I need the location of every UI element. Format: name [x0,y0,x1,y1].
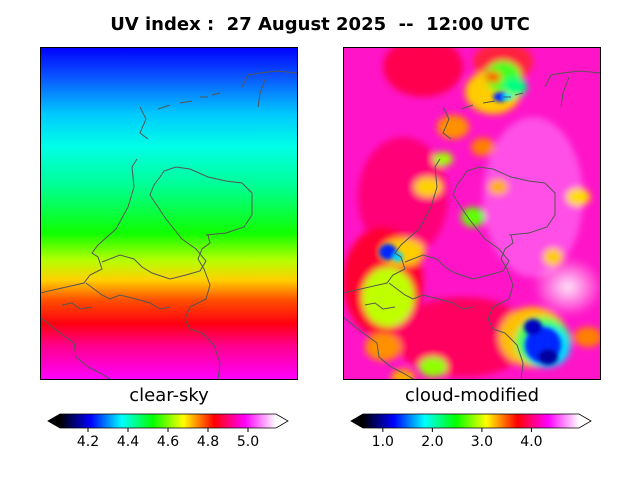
colorbar-extend-low [351,414,363,428]
cloud-modified-map [343,47,601,380]
colorbar-tick-label: 1.0 [371,434,394,450]
coastline [343,70,601,380]
colorbar-gradient [60,414,276,428]
cloud-modified-colorbar [350,413,592,432]
colorbar-extend-low [48,414,60,428]
colorbar-extend-high [276,414,288,428]
colorbar-tick-label: 4.4 [116,434,140,450]
coastline [40,70,298,380]
colorbar-tick-label: 4.6 [156,434,180,450]
colorbar-tick-label: 2.0 [421,434,444,450]
clear-sky-label: clear-sky [129,385,209,406]
colorbar-tick-label: 4.2 [76,434,100,450]
colorbar-outline [47,413,289,429]
colorbar-tick-label: 4.0 [520,434,543,450]
colorbar-extend-high [579,414,591,428]
low-uv-cores [379,92,561,365]
clear-sky-map [40,47,298,380]
colorbar-tick-label: 3.0 [470,434,494,450]
colorbar-outline [350,413,592,429]
clear-sky-colorbar [47,413,289,432]
colorbar-tick-label: 5.0 [236,434,260,450]
colorbar-gradient [363,414,579,428]
cloud-field-pattern [343,47,601,380]
colorbar-tick-label: 4.8 [196,434,220,450]
figure-title: UV index : 27 August 2025 -- 12:00 UTC [110,14,530,35]
cloud-modified-label: cloud-modified [404,385,540,406]
clear-sky-field [40,47,298,380]
